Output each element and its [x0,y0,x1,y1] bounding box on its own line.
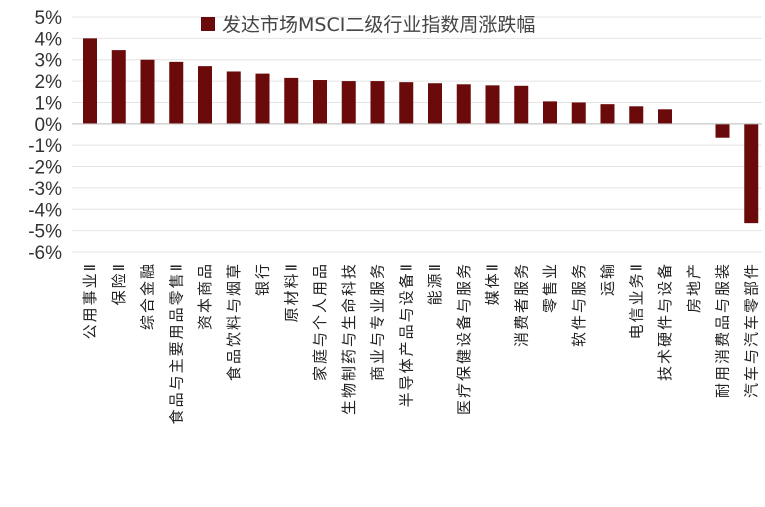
bar [744,123,759,224]
category-labels: 公用事业Ⅱ 保险Ⅱ 综合金融 食品与主要用品零售Ⅱ 资本商品 食品饮料与烟草 银行 原材料Ⅱ 家… [81,262,760,424]
category-label: 食品与主要用品零售Ⅱ [167,262,185,424]
category-label: 运输 [599,262,617,296]
bar [83,38,97,124]
bar [514,85,529,124]
bars [83,38,759,224]
y-tick-label: -3% [28,179,62,200]
category-label: 耐用消费品与服装 [714,262,732,398]
bar [169,61,184,124]
y-tick-label: -1% [28,136,62,157]
category-label: 软件与服务 [570,262,588,347]
y-tick-label: -5% [28,222,62,243]
legend: 发达市场MSCI二级行业指数周涨跌幅 [201,14,535,36]
category-label: 电信业务Ⅱ [627,262,645,339]
bar [255,73,270,124]
category-label: 商业与专业服务 [369,262,387,381]
category-label: 生物制药与生命科技 [340,262,358,415]
category-label: 技术硬件与设备 [656,262,674,381]
bar [658,109,672,124]
y-tick-label: 5% [35,8,63,29]
bar [600,104,615,124]
category-label: 汽车与汽车零部件 [742,262,760,398]
bar [571,102,586,124]
category-label: 保险Ⅱ [110,262,128,305]
bar [284,77,299,124]
y-tick-label: -6% [28,243,62,264]
bar [198,66,212,124]
bar [370,81,385,124]
y-tick-label: 1% [35,93,63,114]
y-tick-label: 4% [35,29,63,50]
legend-swatch [201,17,215,31]
category-label: 消费者服务 [512,262,530,347]
y-tick-label: 3% [35,51,63,72]
bar [485,85,500,124]
y-axis-tick-labels: 5%4%3%2%1%0%-1%-2%-3%-4%-5%-6% [28,8,62,264]
gridlines [72,16,762,253]
bar [140,59,155,124]
bar [715,123,730,138]
category-label: 资本商品 [196,262,214,330]
category-label: 家庭与个人用品 [311,262,329,381]
bar [341,81,356,124]
bar [543,101,557,124]
legend-label: 发达市场MSCI二级行业指数周涨跌幅 [222,14,535,36]
category-label: 原材料Ⅱ [282,262,300,322]
bar [428,83,442,124]
category-label: 公用事业Ⅱ [81,262,99,339]
category-label: 媒体Ⅱ [484,262,502,305]
bar [111,50,126,124]
category-label: 银行 [254,262,272,296]
category-label: 零售业 [541,262,559,313]
category-label: 半导体产品与设备Ⅱ [397,262,415,407]
y-tick-label: 2% [35,72,63,93]
category-label: 综合金融 [139,262,157,330]
y-tick-label: 0% [35,115,63,136]
bar [226,71,241,124]
bar [313,80,327,124]
y-tick-label: -4% [28,200,62,221]
category-label: 食品饮料与烟草 [225,262,243,381]
bar [399,82,414,124]
bar [629,106,644,124]
category-label: 房地产 [685,262,703,313]
bar [456,84,471,124]
y-tick-label: -2% [28,158,62,179]
category-label: 医疗保健设备与服务 [455,262,473,415]
category-label: 能源Ⅱ [426,262,444,305]
